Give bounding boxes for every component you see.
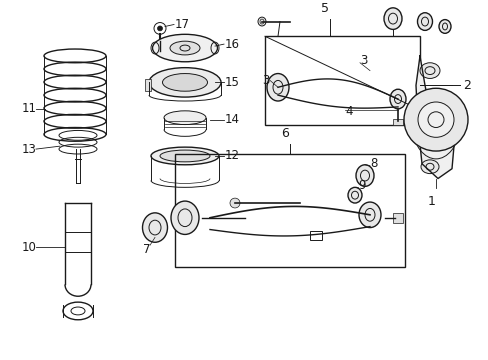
Text: 2: 2 [462, 79, 470, 92]
Text: 11: 11 [22, 102, 37, 115]
Ellipse shape [347, 187, 361, 203]
Bar [309, 230, 321, 240]
Circle shape [403, 88, 467, 151]
Bar [175, 154, 404, 267]
Bar [145, 80, 151, 91]
Ellipse shape [417, 13, 431, 30]
Text: 7: 7 [142, 243, 150, 256]
Polygon shape [415, 56, 454, 179]
Bar [264, 36, 419, 125]
Text: 9: 9 [357, 179, 365, 192]
Ellipse shape [171, 201, 199, 234]
Text: 3: 3 [262, 74, 269, 87]
Ellipse shape [438, 19, 450, 33]
Ellipse shape [266, 73, 288, 101]
Ellipse shape [149, 68, 221, 97]
Text: 3: 3 [359, 54, 366, 67]
Ellipse shape [389, 89, 405, 109]
Text: 16: 16 [224, 37, 240, 51]
Bar [392, 119, 402, 125]
Ellipse shape [162, 73, 207, 91]
Ellipse shape [160, 150, 209, 162]
Text: 14: 14 [224, 113, 240, 126]
Ellipse shape [358, 202, 380, 228]
Ellipse shape [157, 26, 162, 31]
Text: 15: 15 [224, 76, 240, 89]
Ellipse shape [420, 160, 438, 174]
Ellipse shape [170, 41, 200, 55]
Ellipse shape [142, 213, 167, 242]
Ellipse shape [355, 165, 373, 186]
Text: 12: 12 [224, 149, 240, 162]
Text: 1: 1 [427, 195, 435, 208]
Text: 4: 4 [345, 105, 352, 118]
Text: 13: 13 [22, 143, 37, 156]
Ellipse shape [383, 8, 401, 30]
Ellipse shape [163, 111, 205, 125]
Text: 10: 10 [22, 241, 37, 254]
Text: 17: 17 [175, 18, 190, 31]
Ellipse shape [229, 198, 240, 208]
Ellipse shape [258, 17, 265, 26]
Ellipse shape [419, 63, 439, 78]
Text: 6: 6 [281, 127, 288, 140]
Text: 5: 5 [320, 2, 328, 15]
Bar [392, 213, 402, 222]
Circle shape [417, 102, 453, 137]
Text: 8: 8 [369, 157, 377, 170]
Ellipse shape [151, 147, 219, 165]
Ellipse shape [152, 34, 217, 62]
